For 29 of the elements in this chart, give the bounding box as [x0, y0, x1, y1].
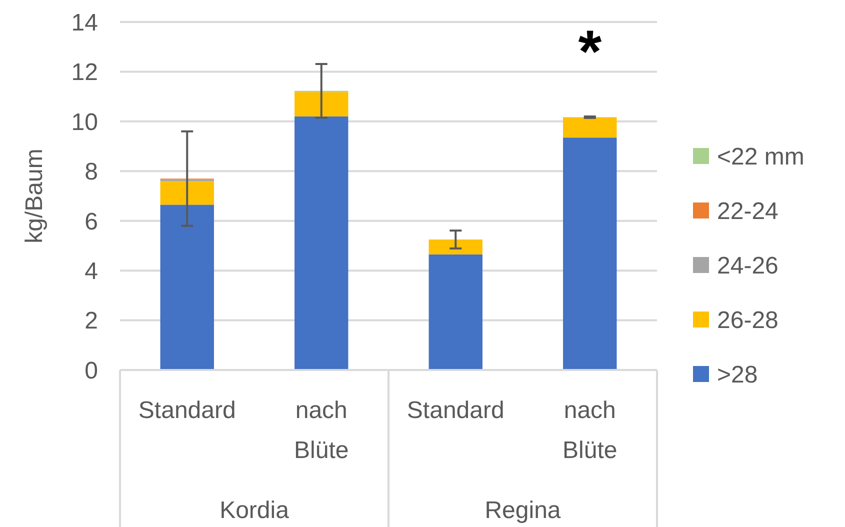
text: Regina — [484, 497, 562, 524]
y-tick-label: 4 — [84, 258, 98, 285]
legend-label: >28 — [717, 361, 758, 388]
annotation: * — [578, 18, 602, 85]
y-tick-label: 2 — [84, 308, 98, 335]
x-tick-label: Standard — [138, 397, 236, 424]
bar — [428, 240, 482, 254]
bar — [294, 92, 348, 116]
y-tick-label: 6 — [84, 208, 98, 236]
legend-label: <22 mm — [717, 143, 804, 170]
y-tick-label: 12 — [71, 59, 98, 86]
x-tick-label: Standard — [406, 397, 504, 424]
bar — [294, 116, 348, 370]
bar — [160, 181, 214, 205]
y-tick-label: 8 — [84, 158, 98, 186]
x-tick-label: nach Blüte — [294, 397, 349, 464]
bar — [428, 254, 482, 370]
bar — [563, 117, 617, 138]
bar — [563, 138, 617, 370]
legend-label: 22-24 — [717, 198, 778, 225]
legend-label: 26-28 — [717, 306, 778, 334]
bar — [160, 204, 214, 370]
text: Kordia — [220, 497, 290, 524]
y-tick-label: 14 — [71, 9, 98, 36]
legend-label: 24-26 — [717, 252, 778, 280]
y-axis-title: kg/Baum — [21, 148, 48, 244]
y-tick-label: 10 — [71, 108, 98, 136]
x-tick-label: nach Blüte — [562, 397, 618, 464]
y-tick-label: 0 — [84, 357, 98, 384]
